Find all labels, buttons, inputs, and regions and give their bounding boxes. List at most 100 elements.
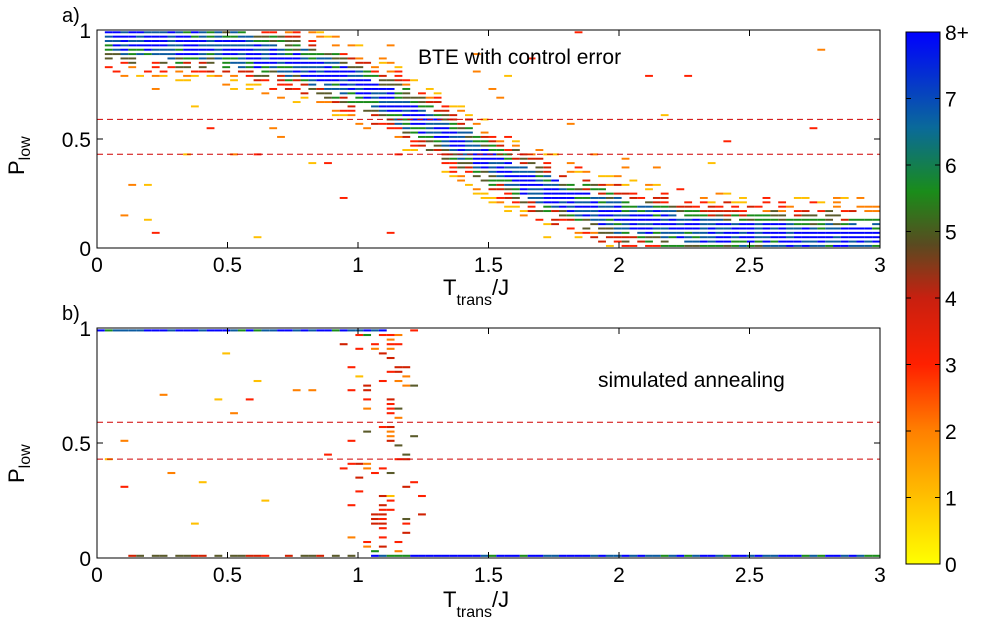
colorbar-gradient: [905, 31, 941, 565]
heatmap-cell: [723, 140, 732, 143]
heatmap-cell: [817, 223, 826, 226]
heatmap-cell: [825, 218, 834, 221]
heatmap-cell: [668, 205, 677, 208]
heatmap-cell: [378, 57, 387, 60]
heatmap-cell: [684, 236, 693, 239]
heatmap-cell: [637, 214, 646, 217]
heatmap-cell: [613, 223, 622, 226]
heatmap-cell: [856, 205, 865, 208]
heatmap-cell: [684, 231, 693, 234]
heatmap-cell: [331, 109, 340, 112]
heatmap-cell: [418, 105, 426, 108]
heatmap-cell: [292, 57, 301, 60]
heatmap-cell: [222, 31, 231, 34]
x-tick-label: 1.5: [474, 254, 503, 277]
heatmap-cell: [684, 74, 693, 77]
heatmap-cell: [441, 170, 450, 173]
heatmap-cell: [277, 70, 285, 73]
heatmap-cell: [410, 105, 419, 108]
heatmap-cell: [363, 87, 372, 90]
heatmap-cell: [692, 214, 700, 217]
heatmap-cell: [222, 70, 231, 73]
heatmap-cell: [206, 127, 215, 130]
heatmap-cell: [230, 57, 238, 60]
heatmap-cell: [864, 205, 873, 208]
heatmap-cell: [347, 44, 356, 47]
heatmap-cell: [394, 79, 403, 82]
heatmap-cell: [566, 183, 575, 186]
heatmap-cell: [684, 554, 693, 557]
heatmap-cell: [355, 122, 364, 125]
heatmap-cell: [511, 188, 520, 191]
heatmap-cell: [284, 79, 293, 82]
heatmap-cell: [598, 175, 606, 178]
heatmap-cell: [605, 196, 614, 199]
heatmap-cell: [496, 140, 505, 143]
heatmap-cell: [214, 53, 223, 56]
heatmap-cell: [566, 192, 575, 195]
heatmap-cell: [316, 70, 325, 73]
heatmap-cell: [840, 236, 849, 239]
heatmap-cell: [292, 48, 301, 51]
heatmap-cell: [598, 192, 606, 195]
heatmap-cell: [394, 92, 403, 95]
heatmap-cell: [386, 407, 395, 410]
heatmap-cell: [574, 166, 583, 169]
colorbar-tick-label: 2: [945, 421, 957, 444]
heatmap-cell: [856, 227, 865, 230]
heatmap-cell: [699, 236, 708, 239]
heatmap-cell: [723, 192, 732, 195]
heatmap-cell: [300, 74, 309, 77]
heatmap-cell: [347, 92, 356, 95]
heatmap-cell: [535, 201, 544, 204]
heatmap-cell: [872, 240, 880, 243]
heatmap-cell: [621, 244, 630, 247]
heatmap-cell: [308, 70, 317, 73]
heatmap-cell: [245, 398, 254, 401]
heatmap-cell: [277, 35, 285, 38]
x-tick-label: 1: [352, 564, 364, 587]
heatmap-cell: [699, 223, 708, 226]
heatmap-cell: [605, 183, 614, 186]
heatmap-cell: [386, 333, 395, 337]
heatmap-cell: [347, 83, 356, 86]
heatmap-cell: [269, 66, 278, 69]
heatmap-cell: [480, 149, 489, 151]
heatmap-cell: [347, 105, 356, 108]
heatmap-cell: [684, 201, 693, 204]
heatmap-cell: [418, 101, 426, 104]
heatmap-cell: [684, 205, 693, 208]
heatmap-cell: [104, 40, 113, 42]
heatmap-cell: [684, 223, 693, 226]
heatmap-cell: [347, 439, 356, 442]
panel-b-annotation: simulated annealing: [598, 369, 785, 392]
heatmap-cell: [778, 240, 787, 243]
heatmap-cell: [457, 179, 466, 182]
heatmap-cell: [739, 554, 747, 557]
y-tick-label: 0: [79, 548, 91, 571]
heatmap-cell: [605, 210, 614, 213]
heatmap-cell: [613, 240, 622, 243]
x-tick-label: 0.5: [213, 254, 242, 277]
heatmap-cell: [621, 240, 630, 243]
heatmap-cell: [511, 149, 520, 151]
heatmap-cell: [418, 554, 426, 557]
heatmap-cell: [363, 389, 372, 392]
heatmap-cell: [402, 453, 411, 456]
heatmap-cell: [449, 131, 458, 134]
heatmap-cell: [472, 192, 481, 195]
heatmap-cell: [363, 430, 372, 433]
heatmap-cell: [809, 214, 818, 217]
heatmap-cell: [754, 214, 763, 217]
heatmap-cell: [347, 74, 356, 77]
heatmap-cell: [394, 366, 403, 369]
heatmap-cell: [629, 179, 638, 182]
heatmap-cell: [386, 122, 395, 125]
heatmap-cell: [292, 44, 301, 47]
heatmap-cell: [746, 218, 755, 221]
heatmap-cell: [723, 231, 732, 234]
heatmap-cell: [261, 40, 270, 42]
heatmap-cell: [190, 522, 199, 525]
heatmap-cell: [864, 244, 873, 247]
heatmap-cell: [394, 105, 403, 108]
